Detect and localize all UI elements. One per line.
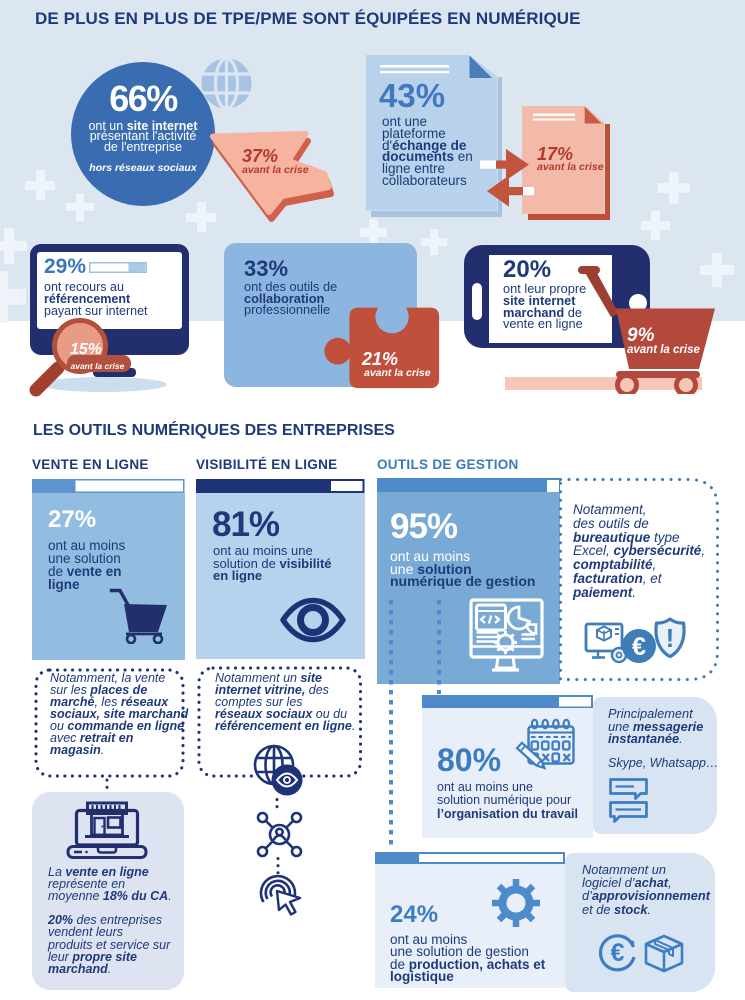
svg-text:€: € [632, 633, 646, 661]
svg-text:!: ! [666, 623, 675, 653]
svg-text:€: € [611, 939, 625, 967]
